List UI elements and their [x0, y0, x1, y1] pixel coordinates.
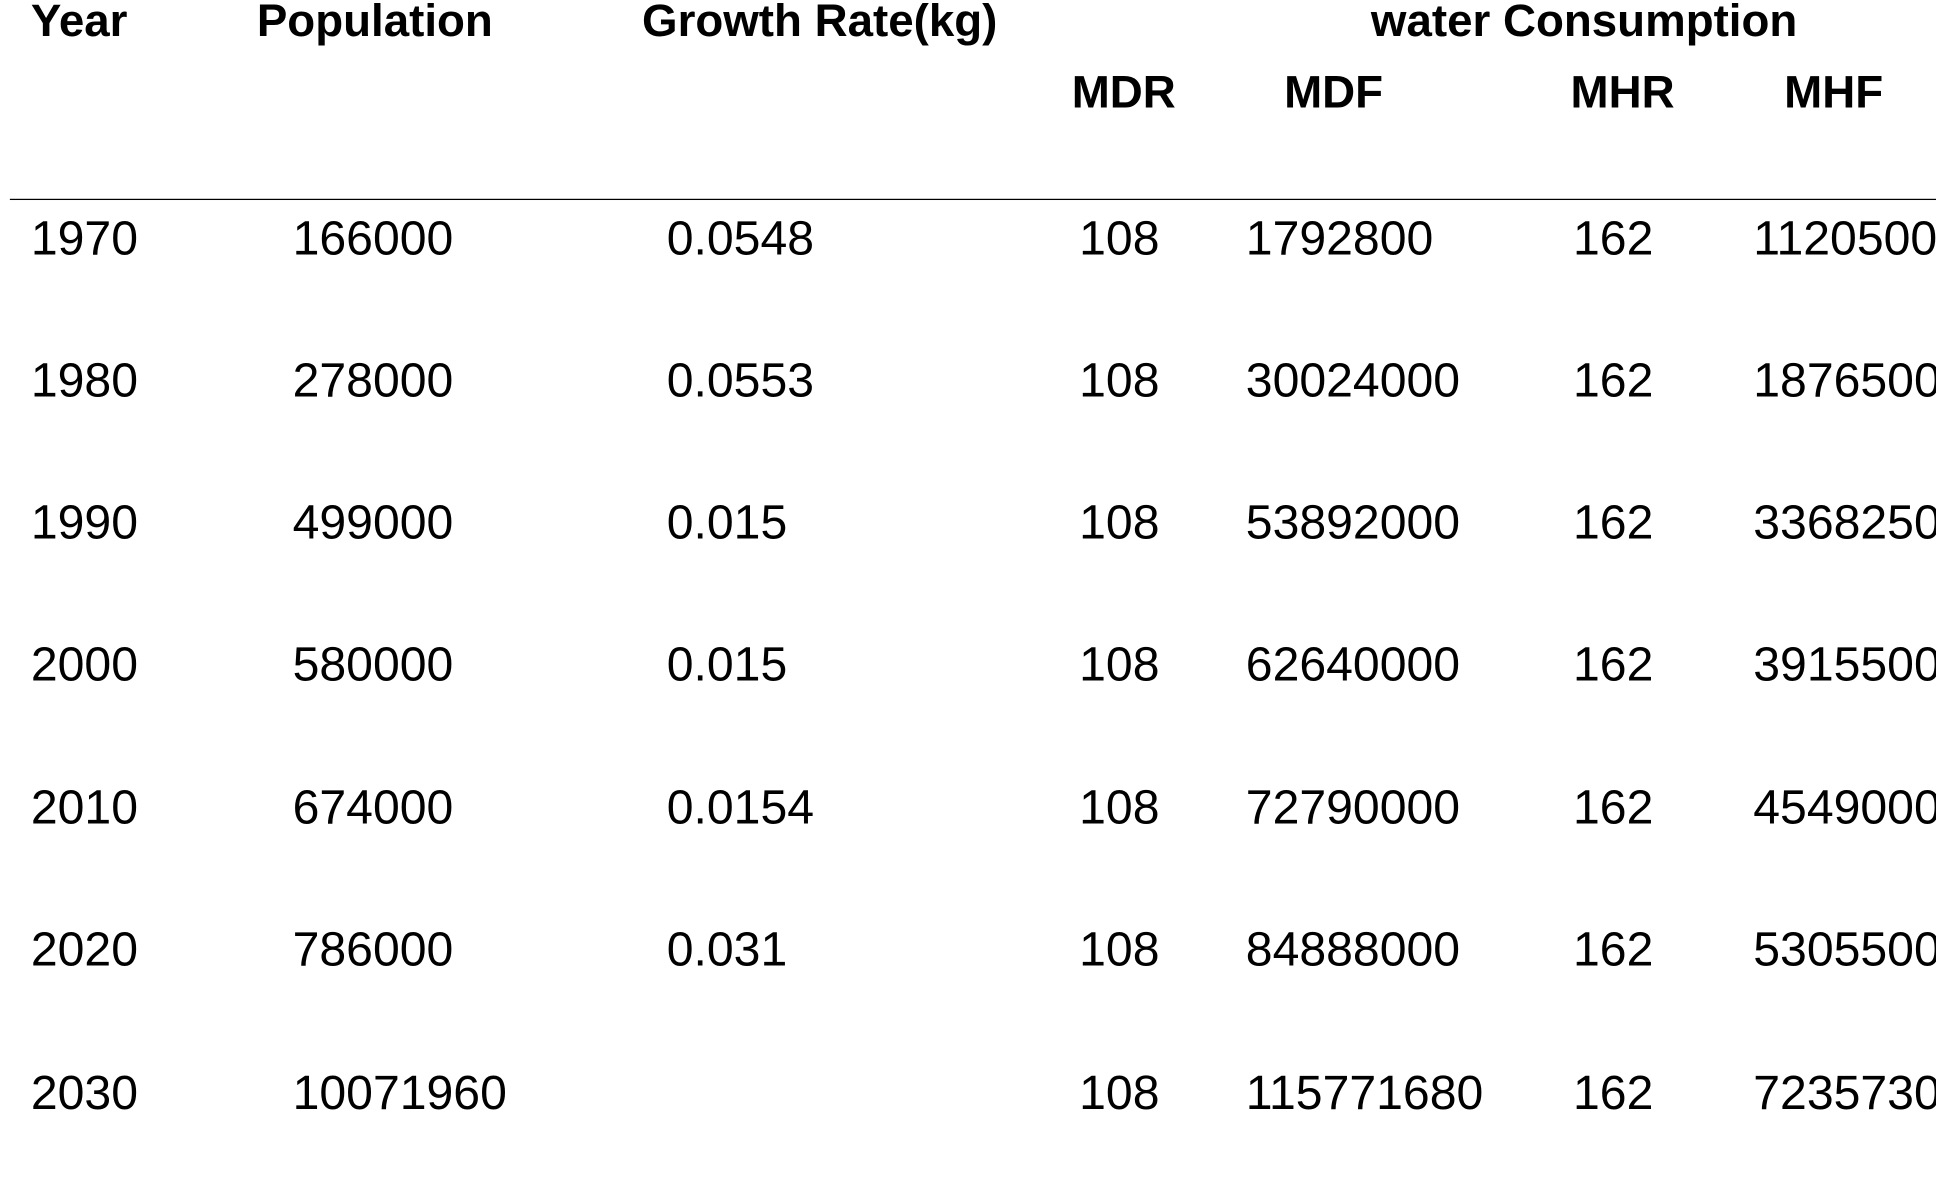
cell: 108 [1079, 638, 1160, 692]
cell: 0.0553 [666, 354, 815, 408]
cell: 162 [1573, 638, 1654, 692]
cell: 3915500 [1753, 638, 1936, 692]
cell: 674000 [292, 781, 454, 835]
column-header: Growth Rate(kg) [642, 0, 998, 46]
column-header: Population [256, 0, 493, 46]
cell: 1990 [30, 496, 138, 550]
cell: 2010 [30, 781, 138, 835]
cell: 162 [1573, 496, 1654, 550]
cell: 0.0548 [666, 212, 815, 266]
cell: 166000 [292, 212, 454, 266]
cell: 62640000 [1245, 638, 1461, 692]
cell: 1792800 [1245, 212, 1434, 266]
cell: 162 [1573, 923, 1654, 977]
cell: 162 [1573, 781, 1654, 835]
cell: 115771680 [1245, 1066, 1484, 1120]
sub-header: MDR [1071, 66, 1176, 118]
cell: 10071960 [292, 1066, 507, 1120]
cell: 84888000 [1245, 923, 1461, 977]
cell: 1970 [30, 212, 138, 266]
cell: 162 [1573, 354, 1654, 408]
cell: 108 [1079, 1066, 1160, 1120]
cell: 53892000 [1245, 496, 1461, 550]
cell: 30024000 [1245, 354, 1461, 408]
cell: 499000 [292, 496, 454, 550]
cell: 2000 [30, 638, 138, 692]
cell: 3368250 [1753, 496, 1936, 550]
cell: 1980 [30, 354, 138, 408]
cell: 162 [1573, 1066, 1654, 1120]
sub-header: MDF [1284, 66, 1384, 118]
cell: 108 [1079, 496, 1160, 550]
column-header: Year [30, 0, 128, 46]
cell: 1876500 [1753, 354, 1936, 408]
cell: 108 [1079, 212, 1160, 266]
header-rule [9, 198, 1936, 201]
cell: 0.0154 [666, 781, 815, 835]
sub-header: MHR [1570, 66, 1675, 118]
cell: 0.015 [666, 496, 788, 550]
cell: 580000 [292, 638, 454, 692]
cell: 0.031 [666, 923, 788, 977]
cell: 1120500 [1753, 212, 1936, 266]
cell: 4549000 [1753, 781, 1936, 835]
cell: 7235730 [1753, 1066, 1936, 1120]
cell: 72790000 [1245, 781, 1461, 835]
cell: 108 [1079, 923, 1160, 977]
sub-header: MHF [1784, 66, 1884, 118]
cell: 162 [1573, 212, 1654, 266]
cell: 786000 [292, 923, 454, 977]
cell: 278000 [292, 354, 454, 408]
cell: 108 [1079, 354, 1160, 408]
cell: 5305500 [1753, 923, 1936, 977]
cell: 0.015 [666, 638, 788, 692]
cell: 108 [1079, 781, 1160, 835]
cell: 2030 [30, 1066, 138, 1120]
cell: 2020 [30, 923, 138, 977]
column-header: water Consumption [1370, 0, 1798, 46]
